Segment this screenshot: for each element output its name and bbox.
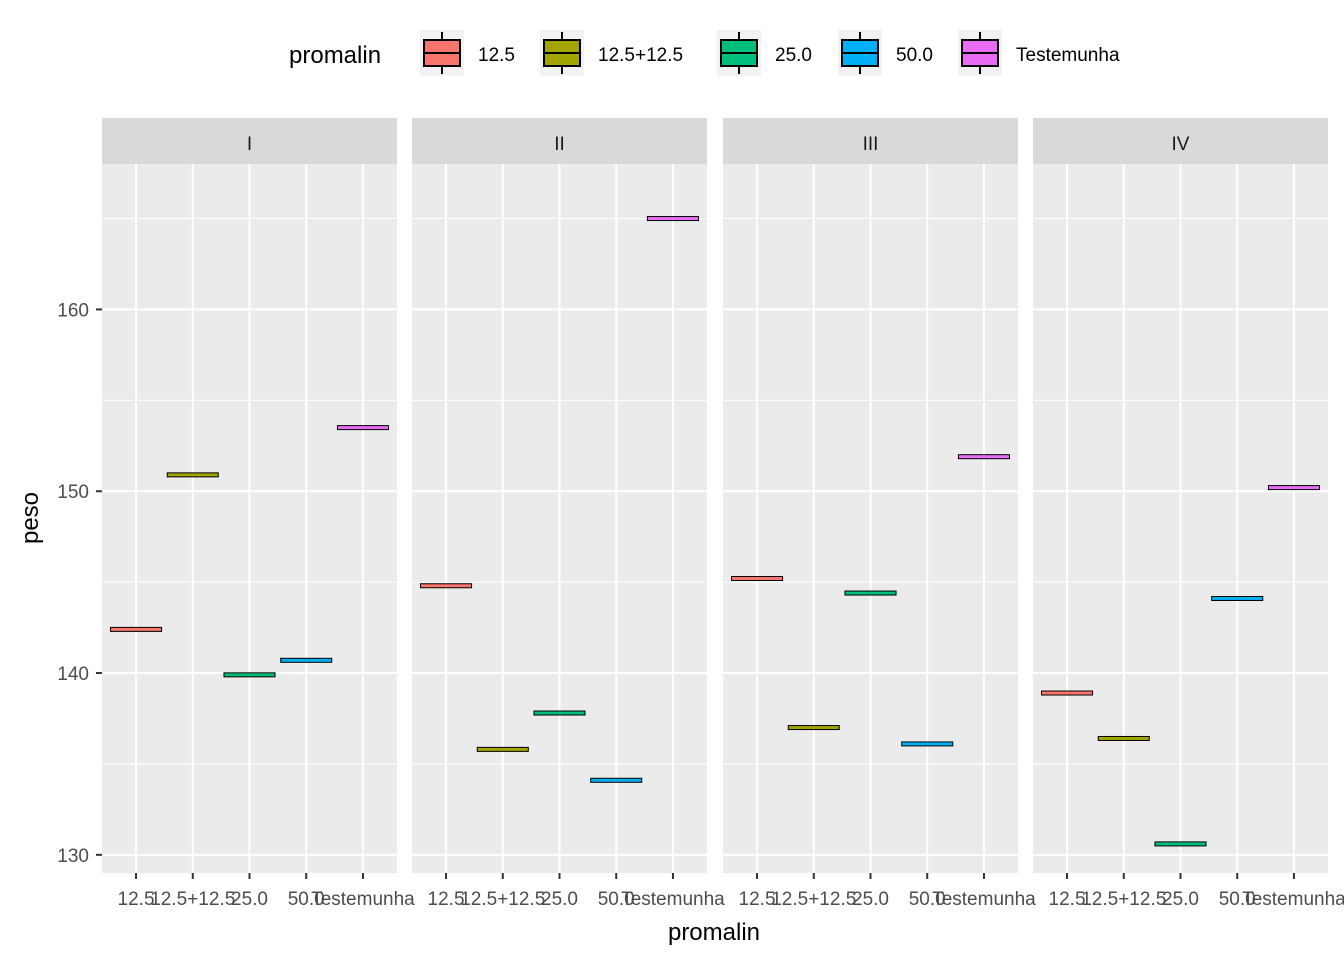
legend-label: 50.0 <box>896 45 933 66</box>
box-I-25.0 <box>223 672 276 678</box>
x-tick-label: 12.5 <box>428 889 465 910</box>
box-III-12.5 <box>731 575 784 581</box>
legend-key-1: 12.5 <box>420 30 515 76</box>
x-tick-label: 50.0 <box>288 889 325 910</box>
box-IV-25.0 <box>1154 841 1207 847</box>
x-tick-label: Testemunha <box>311 889 415 910</box>
x-tick-label: 12.5+12.5 <box>1081 889 1166 910</box>
box-I-12.5+12.5 <box>166 472 219 478</box>
legend-label: 12.5+12.5 <box>598 45 683 66</box>
box-IV-Testemunha <box>1267 485 1320 491</box>
y-tick-label: 140 <box>57 664 89 685</box>
x-tick-label: Testemunha <box>1242 889 1344 910</box>
box-II-12.5+12.5 <box>476 746 529 752</box>
y-tick-label: 160 <box>57 300 89 321</box>
x-tick-label: 12.5+12.5 <box>150 889 235 910</box>
facet-strip <box>1033 118 1328 164</box>
box-II-25.0 <box>533 710 586 716</box>
box-I-50.0 <box>280 657 333 663</box>
facet-strip <box>412 118 707 164</box>
x-tick-label: Testemunha <box>932 889 1036 910</box>
legend-key-3: 25.0 <box>717 30 812 76</box>
legend-label: 12.5 <box>478 45 515 66</box>
box-III-12.5+12.5 <box>787 725 840 731</box>
x-tick-label: 12.5+12.5 <box>771 889 856 910</box>
box-I-Testemunha <box>336 425 389 431</box>
facet-panels: I12.512.5+12.525.0 50.0TestemunhaII12.512… <box>102 118 1344 910</box>
facet-strip-label: I <box>247 134 252 155</box>
legend-label: 25.0 <box>775 45 812 66</box>
box-II-Testemunha <box>646 216 699 222</box>
box-II-50.0 <box>590 777 643 783</box>
x-tick-label: 50.0 <box>598 889 635 910</box>
x-tick-label: 50.0 <box>909 889 946 910</box>
legend: promalin 12.5 12.5+12.5 25.0 50.0 Testemunha <box>289 30 1120 76</box>
y-tick-label: 130 <box>57 846 89 867</box>
x-tick-label: 25.0 <box>1162 889 1199 910</box>
facet-strip-label: III <box>863 134 879 155</box>
facet-strip <box>723 118 1018 164</box>
box-III-25.0 <box>844 590 897 596</box>
legend-key-5: Testemunha <box>958 30 1120 76</box>
x-tick-label: 12.5 <box>1049 889 1086 910</box>
box-I-12.5 <box>110 626 163 632</box>
x-tick-label: 12.5+12.5 <box>460 889 545 910</box>
box-III-Testemunha <box>957 454 1010 460</box>
legend-label: Testemunha <box>1016 45 1120 66</box>
legend-key-2: 12.5+12.5 <box>540 30 683 76</box>
box-III-50.0 <box>901 741 954 747</box>
x-tick-label: 25.0 <box>231 889 268 910</box>
legend-title: promalin <box>289 42 381 69</box>
y-axis: 130 140 150 160 <box>57 300 102 867</box>
y-tick-label: 150 <box>57 482 89 503</box>
x-axis-title: promalin <box>668 919 760 946</box>
box-IV-12.5 <box>1041 690 1094 696</box>
facet-strip-label: IV <box>1172 134 1190 155</box>
facet-strip-label: II <box>554 134 565 155</box>
x-tick-label: Testemunha <box>621 889 725 910</box>
box-II-12.5 <box>420 583 473 589</box>
x-tick-label: 25.0 <box>541 889 578 910</box>
legend-key-4: 50.0 <box>838 30 933 76</box>
x-tick-label: 12.5 <box>739 889 776 910</box>
y-axis-title: peso <box>17 492 44 544</box>
x-tick-label: 25.0 <box>852 889 889 910</box>
x-tick-label: 50.0 <box>1219 889 1256 910</box>
facet-strip <box>102 118 397 164</box>
box-IV-12.5+12.5 <box>1097 735 1150 741</box>
x-tick-label: 12.5 <box>118 889 155 910</box>
box-IV-50.0 <box>1211 595 1264 601</box>
